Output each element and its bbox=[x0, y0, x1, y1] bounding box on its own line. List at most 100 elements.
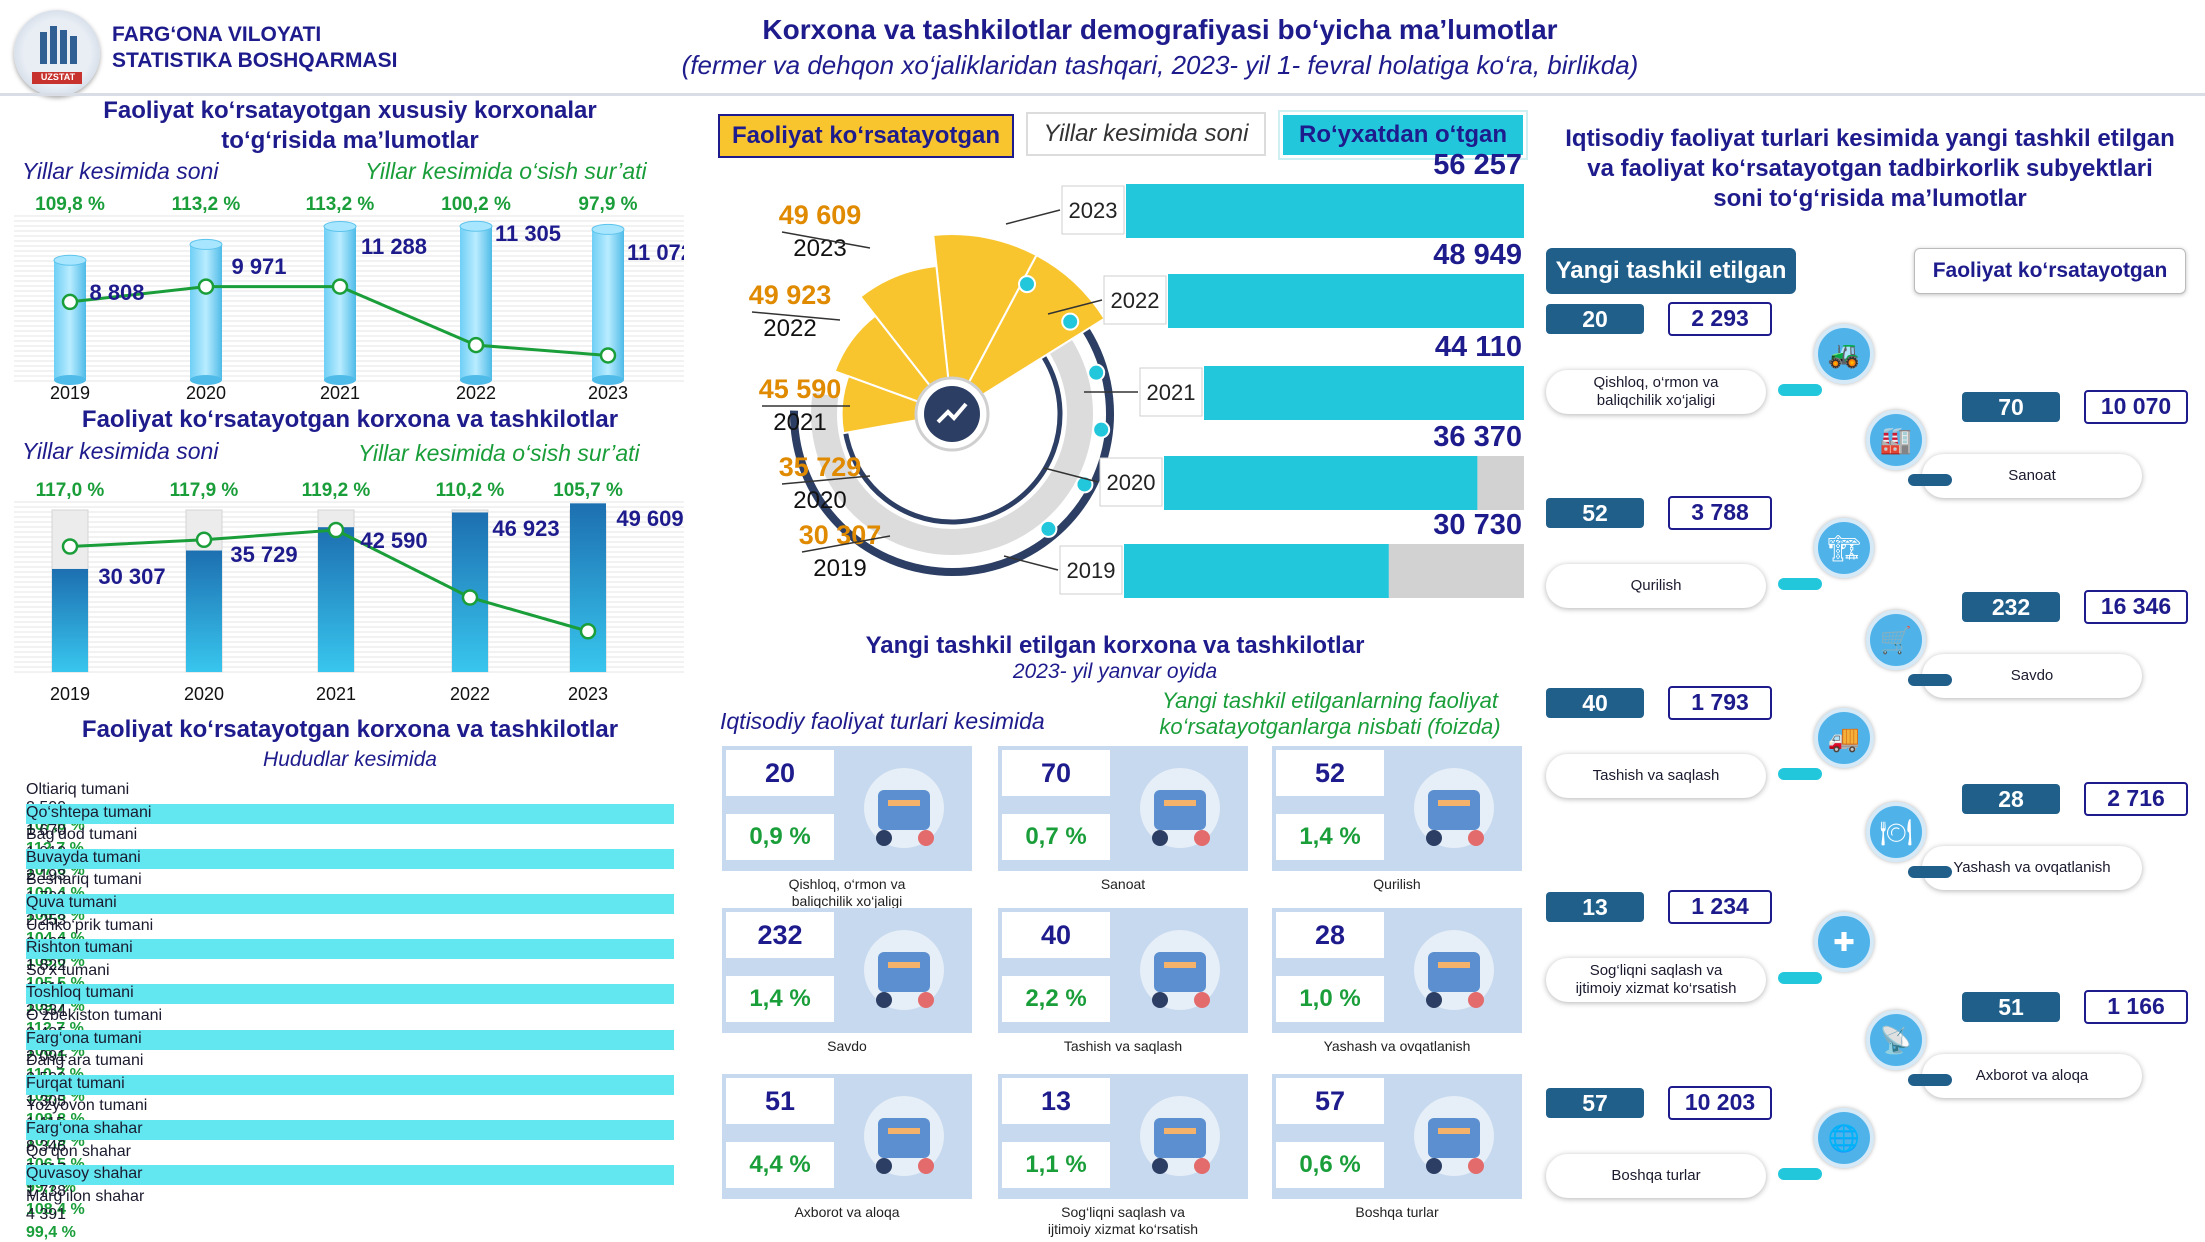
chart2-bar-2019 bbox=[52, 568, 88, 672]
year-box bbox=[1059, 545, 1123, 595]
sector-active-count: 2 716 bbox=[2084, 782, 2188, 816]
chart1-bar-top-2023 bbox=[591, 223, 625, 235]
chart1-growth-point bbox=[197, 278, 215, 295]
active-leader-line bbox=[751, 311, 841, 321]
region-row: Quvasoy shahar 1 738 108,4 % bbox=[26, 1165, 674, 1218]
chart1-right-caption: Yillar kesimida o‘sish sur’ati bbox=[365, 158, 647, 184]
sector-label-line1: Sog‘liqni saqlash va bbox=[1589, 962, 1723, 979]
category-pct: 1,4 % bbox=[1276, 814, 1384, 860]
region-count: 8 346 bbox=[26, 1138, 67, 1155]
active-segment-2022 bbox=[932, 233, 1038, 418]
category-count: 28 bbox=[1276, 912, 1384, 958]
logo: UZSTAT bbox=[14, 10, 100, 96]
factory-icon: 🏭 bbox=[1866, 410, 1926, 470]
illustration-dot bbox=[918, 1158, 934, 1174]
chart1-growth-label: 100,2 % bbox=[441, 194, 511, 215]
new-orgs-left-caption: Iqtisodiy faoliyat turlari kesimida bbox=[720, 708, 1045, 734]
illustration-dot bbox=[876, 992, 892, 1008]
registered-bar-2019 bbox=[1124, 544, 1389, 598]
chart1-title-line1: Faoliyat ko‘rsatayotgan xususiy korxonal… bbox=[103, 97, 597, 124]
illustration-dot bbox=[876, 830, 892, 846]
sector-label-text: Tashish va saqlash bbox=[1593, 767, 1720, 785]
category-label-line1: Savdo bbox=[827, 1038, 867, 1054]
chart2-value-label: 35 729 bbox=[230, 542, 297, 567]
category-count: 52 bbox=[1276, 750, 1384, 796]
chart1-value-label: 9 971 bbox=[231, 254, 286, 279]
category-card: 28 1,0 % bbox=[1272, 908, 1522, 1033]
chart2-growth-point bbox=[327, 521, 345, 539]
registered-value-label: 56 257 bbox=[1433, 150, 1522, 181]
registered-leader-line bbox=[1047, 299, 1103, 315]
sector-label-text: Sog‘liqni saqlash va ijtimoiy xizmat ko‘r… bbox=[1576, 962, 1737, 998]
chart2-growth-point bbox=[461, 589, 479, 606]
sector-connector bbox=[1908, 866, 1952, 878]
chart2-growth-label: 110,2 % bbox=[436, 480, 505, 501]
page-title: Korxona va tashkilotlar demografiyasi bo… bbox=[762, 14, 1558, 45]
sector-connector bbox=[1778, 768, 1822, 780]
active-segment-2019 bbox=[840, 374, 956, 435]
chart1-growth-point bbox=[467, 336, 485, 354]
illustration-dot bbox=[1468, 992, 1484, 1008]
region-name: Farg‘ona tumani bbox=[26, 1029, 142, 1047]
legend-years: Yillar kesimida soni bbox=[1026, 112, 1266, 156]
new-orgs-right-caption: Yangi tashkil etilganlarning faoliyat ko… bbox=[1130, 688, 1530, 740]
region-name: Dang‘ara tumani bbox=[26, 1052, 144, 1070]
sector-active-count: 10 203 bbox=[1668, 1086, 1772, 1120]
chart1-bar-top-2019 bbox=[53, 254, 87, 266]
chart2-growth-label: 117,0 % bbox=[36, 480, 105, 501]
chart1-growth-label: 113,2 % bbox=[306, 194, 375, 215]
active-leader-line bbox=[801, 535, 891, 553]
new-orgs-right-caption-2: ko‘rsatayotganlarga nisbati (foizda) bbox=[1159, 714, 1501, 739]
chart1-left-caption: Yillar kesimida soni bbox=[22, 158, 219, 184]
region-name: Uchko‘prik tumani bbox=[26, 916, 154, 934]
chart1-value-label: 11 305 bbox=[495, 221, 561, 246]
illustration-shapes bbox=[1414, 930, 1494, 1010]
category-card: 70 0,7 % bbox=[998, 746, 1248, 871]
illustration-dot bbox=[1152, 830, 1168, 846]
category-illustration-icon bbox=[1120, 1082, 1240, 1190]
chart2-bar-2023 bbox=[570, 503, 606, 672]
category-label: Sanoat bbox=[998, 876, 1248, 893]
region-pct: 99,4 % bbox=[26, 1223, 76, 1241]
sector-active-count: 1 166 bbox=[2084, 990, 2188, 1024]
category-label: Savdo bbox=[722, 1038, 972, 1055]
chart1-bar-top-2022 bbox=[459, 220, 493, 232]
category-pct: 0,7 % bbox=[1002, 814, 1110, 860]
chart1-bar-2020 bbox=[190, 244, 222, 380]
region-name: Furqat tumani bbox=[26, 1074, 125, 1092]
registered-value-label: 36 370 bbox=[1433, 421, 1522, 453]
illustration-shapes bbox=[1414, 1096, 1494, 1176]
illustration-body bbox=[878, 1118, 930, 1158]
sector-label: Boshqa turlar bbox=[1546, 1154, 1766, 1198]
illustration-dot bbox=[876, 1158, 892, 1174]
chart2-value-label: 30 307 bbox=[98, 564, 165, 589]
chart1-growth-label: 109,8 % bbox=[35, 194, 105, 215]
active-year-label: 2021 bbox=[773, 409, 826, 436]
chart2-value-label: 46 923 bbox=[492, 516, 559, 541]
category-label: Boshqa turlar bbox=[1272, 1204, 1522, 1221]
legend-active: Faoliyat ko‘rsatayotgan bbox=[718, 114, 1014, 158]
region-name: Beshariq tumani bbox=[26, 871, 142, 889]
region-row: Marg‘ilon shahar 4 391 99,4 % bbox=[26, 1188, 674, 1241]
illustration-dot bbox=[1152, 1158, 1168, 1174]
region-count: 1 670 bbox=[26, 821, 67, 839]
illustration-dot bbox=[1194, 992, 1210, 1008]
region-name: Oltiariq tumani bbox=[26, 781, 130, 798]
registered-leader-line bbox=[1043, 467, 1099, 483]
illustration-body bbox=[1154, 1118, 1206, 1158]
category-pct: 0,6 % bbox=[1276, 1142, 1384, 1188]
region-count: 2 253 bbox=[26, 912, 67, 929]
trend-icon-line bbox=[936, 402, 968, 424]
sector-connector bbox=[1908, 474, 1952, 486]
chart2-right-caption: Yillar kesimida o‘sish sur’ati bbox=[358, 440, 640, 466]
registered-bar-2021 bbox=[1204, 366, 1524, 420]
center-chart-svg: 49 609 2023 49 923 2022 45 590 2021 35 729 2020… bbox=[749, 150, 1524, 598]
